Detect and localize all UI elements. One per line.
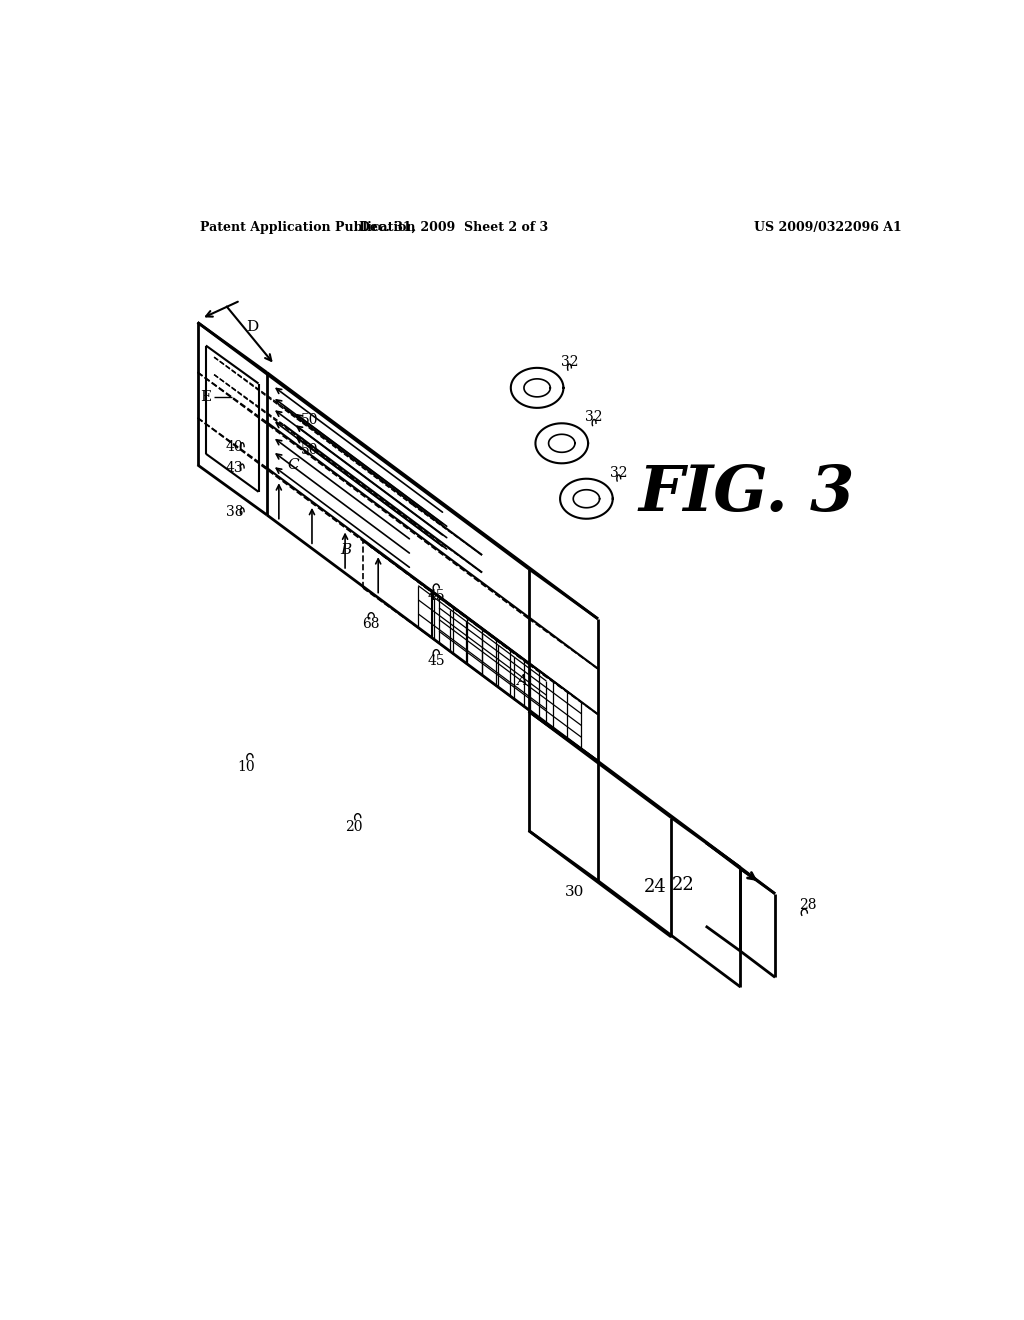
Text: D: D [246, 321, 258, 334]
Text: 45: 45 [427, 589, 445, 602]
Text: US 2009/0322096 A1: US 2009/0322096 A1 [755, 222, 902, 234]
Text: A: A [516, 675, 526, 688]
Text: 50: 50 [301, 444, 318, 457]
Text: 32: 32 [561, 355, 579, 368]
Text: Dec. 31, 2009  Sheet 2 of 3: Dec. 31, 2009 Sheet 2 of 3 [359, 222, 549, 234]
Text: 22: 22 [672, 875, 695, 894]
Text: 32: 32 [586, 411, 603, 424]
Text: 20: 20 [345, 820, 362, 834]
Text: 30: 30 [565, 886, 585, 899]
Text: 32: 32 [610, 466, 628, 479]
Text: Patent Application Publication: Patent Application Publication [200, 222, 416, 234]
Text: E: E [200, 391, 211, 404]
Text: 28: 28 [799, 899, 816, 912]
Text: 43: 43 [225, 461, 244, 475]
Text: 45: 45 [427, 655, 445, 668]
Text: C: C [287, 458, 299, 471]
Text: 24: 24 [643, 878, 667, 896]
Text: 40: 40 [225, 440, 244, 454]
Text: FIG. 3: FIG. 3 [639, 462, 855, 524]
Text: 38: 38 [225, 504, 244, 519]
Text: 10: 10 [238, 760, 255, 774]
Text: B: B [340, 544, 351, 557]
Text: 50: 50 [301, 413, 318, 428]
Text: 68: 68 [362, 618, 380, 631]
